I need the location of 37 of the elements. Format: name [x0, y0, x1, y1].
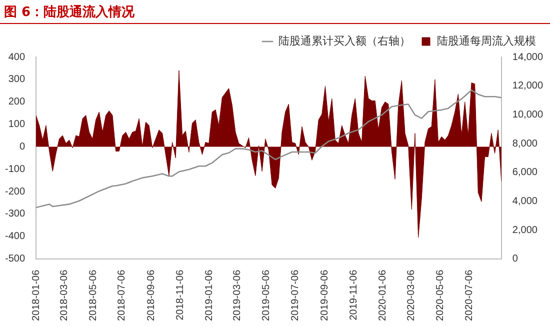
x-tick-label: 2018-05-06: [88, 269, 99, 322]
x-tick-label: 2020-05-06: [434, 269, 446, 322]
y-tick-label: 100: [8, 119, 26, 130]
x-tick-label: 2018-07-06: [116, 269, 128, 322]
x-tick-label: 2018-01-06: [30, 269, 42, 322]
x-tick-label: 2018-11-06: [175, 269, 186, 320]
y-tick-label: 300: [8, 74, 26, 86]
x-tick-label: 2018-03-06: [58, 269, 70, 322]
x-tick-label: 2018-09-06: [146, 269, 158, 322]
chart-title: 图 6：陆股通流入情况: [0, 0, 550, 24]
x-tick-label: 2019-05-06: [261, 269, 272, 322]
y-tick-label: -400: [5, 231, 26, 242]
y2-tick-label: 14,000: [512, 52, 544, 63]
x-tick-label: 2019-11-06: [348, 269, 360, 320]
y-tick-label: 400: [8, 52, 26, 63]
x-tick-label: 2020-07-06: [464, 269, 475, 322]
y2-tick-label: 10,000: [512, 109, 544, 120]
y-tick-label: 200: [8, 96, 26, 108]
x-tick-label: 2020-01-06: [377, 269, 388, 322]
x-tick-label: 2019-01-06: [204, 269, 216, 322]
y-tick-label: -300: [5, 208, 26, 220]
y2-tick-label: 12,000: [512, 80, 544, 92]
y2-tick-label: 6,000: [512, 167, 538, 178]
x-tick-label: 2020-03-06: [406, 269, 417, 322]
x-tick-label: 2019-07-06: [290, 269, 302, 322]
y-tick-label: -500: [5, 254, 26, 265]
legend-label: 陆股通每周流入规模: [437, 34, 536, 48]
y-tick-label: -100: [5, 164, 26, 175]
y-tick-label: -200: [5, 186, 26, 198]
y2-tick-label: 8,000: [512, 138, 538, 150]
x-tick-label: 2019-09-06: [320, 269, 330, 322]
legend-label: 陆股通累计买入额（右轴）: [278, 34, 410, 48]
y-tick-label: 0: [19, 141, 26, 152]
y2-tick-label: 2,000: [512, 224, 538, 236]
x-tick-label: 2019-03-06: [232, 269, 244, 322]
y2-tick-label: 0: [512, 254, 518, 265]
y2-tick-label: 4,000: [512, 196, 538, 207]
